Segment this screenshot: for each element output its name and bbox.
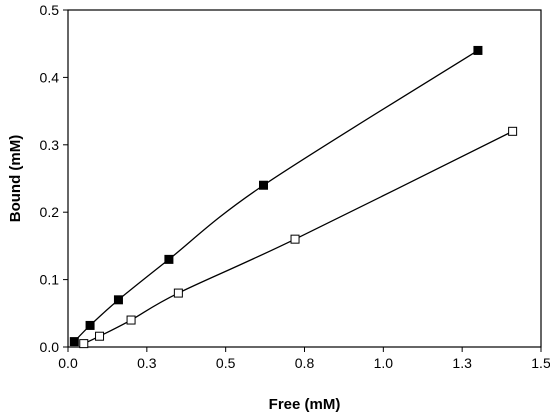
y-tick-label: 0.2 [40, 204, 60, 220]
y-tick-label: 0.4 [40, 69, 60, 85]
series-1-point [259, 180, 269, 190]
x-tick-label: 1.0 [374, 355, 394, 371]
series-1-line [73, 49, 479, 343]
series-1-point [69, 337, 79, 347]
series-2-point [173, 288, 183, 298]
plot-area [67, 9, 542, 348]
plot-frame [67, 9, 542, 348]
y-tick-label: 0.1 [40, 272, 60, 288]
y-axis-title: Bound (mM) [7, 135, 24, 222]
series-1-point [164, 254, 174, 264]
series-2-point [126, 315, 136, 325]
series-2-point [508, 126, 518, 136]
x-tick-label: 0.8 [295, 355, 315, 371]
series-2-point [79, 339, 89, 349]
y-tick-label: 0.3 [40, 137, 60, 153]
x-tick-label: 1.5 [531, 355, 550, 371]
series-1-point [113, 295, 123, 305]
x-tick-label: 1.3 [452, 355, 472, 371]
series-1-point [473, 45, 483, 55]
series-layer [69, 45, 518, 349]
y-axis: 0.0 0.1 0.2 0.3 0.4 0.5 [40, 2, 68, 355]
x-axis: 0.0 0.3 0.5 0.8 1.0 1.3 1.5 [58, 347, 550, 371]
series-2-point [290, 234, 300, 244]
x-axis-title: Free (mM) [269, 396, 341, 413]
x-tick-label: 0.3 [137, 355, 157, 371]
series-2-point [95, 331, 105, 341]
x-tick-label: 0.0 [58, 355, 78, 371]
series-1-point [85, 320, 95, 330]
y-tick-label: 0.0 [40, 339, 60, 355]
y-tick-label: 0.5 [40, 2, 60, 18]
x-tick-label: 0.5 [216, 355, 236, 371]
